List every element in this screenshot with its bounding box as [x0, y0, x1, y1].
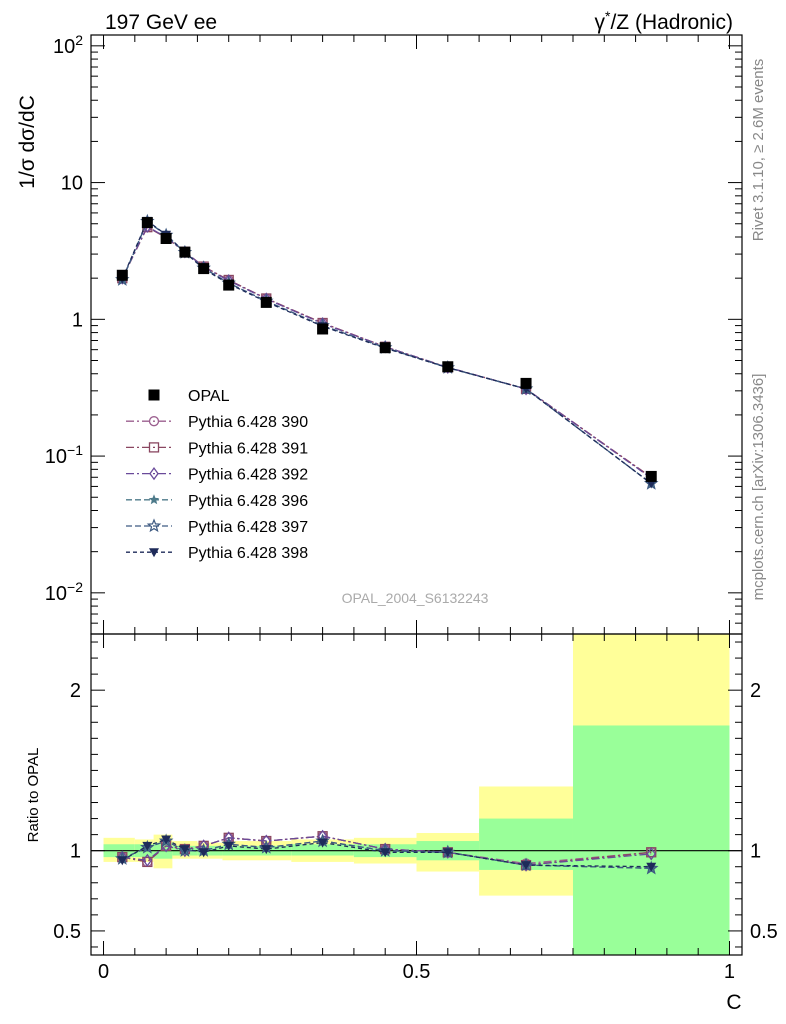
ratio-point-5-10 [521, 861, 532, 871]
main-series-opal [116, 217, 657, 482]
ratio-y-tick-label: 2 [70, 680, 81, 702]
main-y-tick-label: 10 [61, 173, 83, 195]
ratio-y-tick-label: 0.5 [53, 921, 81, 943]
legend-entry-6: Pythia 6.428 398 [126, 545, 308, 562]
ratio-point-5-6 [261, 845, 272, 855]
ratio-panel-series [115, 829, 659, 875]
ratio-uncertainty-bands [103, 634, 730, 955]
opal-point-0 [116, 269, 128, 281]
legend-label-0: OPAL [188, 388, 230, 405]
band-green-10 [572, 725, 730, 955]
rivet-version-label: Rivet 3.1.10, ≥ 2.6M events [750, 59, 767, 242]
ratio-y-tick-label-right: 1 [750, 841, 761, 863]
legend: OPAL Pythia 6.428 390 Pythia 6.428 391 Pyth… [126, 388, 308, 562]
legend-marker-3 [149, 466, 159, 481]
ratio-point-5-8 [380, 848, 391, 858]
ratio-point-5-0 [117, 856, 128, 866]
main-y-axis-label: 1/σ dσ/dC [16, 95, 39, 189]
main-series-line-5 [121, 219, 652, 485]
main-y-tick-label: 1 [72, 309, 83, 331]
mcplots-label: mcplots.cern.ch [arXiv:1306.3436] [750, 374, 767, 601]
ratio-point-5-2 [161, 835, 172, 845]
header-left-title: 197 GeV ee [105, 11, 217, 34]
opal-point-7 [317, 323, 329, 335]
legend-label-1: Pythia 6.428 390 [188, 414, 308, 431]
legend-marker-0 [148, 389, 160, 401]
legend-entry-1: Pythia 6.428 390 [126, 414, 308, 431]
header-right-title: γ*/Z (Hadronic) [595, 8, 733, 34]
legend-label-3: Pythia 6.428 392 [188, 467, 308, 484]
opal-point-9 [442, 361, 454, 373]
legend-entry-2: Pythia 6.428 391 [126, 440, 308, 457]
opal-point-6 [260, 296, 272, 308]
main-panel-series [115, 213, 659, 490]
legend-label-4: Pythia 6.428 396 [188, 493, 308, 510]
ratio-point-5-11 [646, 862, 657, 872]
ratio-series-line-4 [122, 840, 652, 869]
ratio-point-5-5 [223, 841, 234, 851]
x-tick-label: 0.5 [403, 961, 431, 983]
opal-point-5 [223, 279, 235, 291]
ratio-point-5-3 [179, 845, 190, 855]
opal-point-2 [160, 233, 172, 245]
legend-marker-4 [148, 494, 160, 505]
legend-label-2: Pythia 6.428 391 [188, 440, 308, 457]
main-frame [90, 34, 743, 635]
ratio-point-5-4 [198, 848, 209, 858]
ratio-y-tick-label: 1 [70, 841, 81, 863]
main-y-tick-label: 102 [53, 32, 83, 58]
ratio-series-5 [117, 835, 657, 872]
ratio-y-tick-label-right: 0.5 [750, 921, 778, 943]
x-axis-label: C [726, 991, 741, 1014]
analysis-id-label: OPAL_2004_S6132243 [342, 590, 489, 606]
ratio-y-tick-label-right: 2 [750, 680, 761, 702]
band-green-6 [291, 844, 354, 856]
ratio-point-5-9 [442, 848, 453, 858]
legend-marker-2 [148, 442, 160, 453]
legend-marker-5 [146, 518, 162, 533]
ratio-series-line-5 [121, 838, 652, 868]
legend-entry-0: OPAL [148, 388, 230, 405]
x-tick-label: 0 [98, 961, 109, 983]
legend-label-6: Pythia 6.428 398 [188, 545, 308, 562]
legend-marker-1 [148, 416, 160, 427]
opal-point-10 [520, 377, 532, 389]
opal-point-1 [141, 217, 153, 229]
x-tick-label: 1 [724, 961, 735, 983]
opal-point-11 [645, 470, 657, 482]
ratio-y-axis-label: Ratio to OPAL [25, 748, 42, 843]
legend-entry-5: Pythia 6.428 397 [126, 518, 308, 536]
opal-point-8 [379, 342, 391, 354]
ratio-point-2-1 [142, 853, 153, 867]
opal-point-3 [179, 246, 191, 258]
main-y-tick-label: 10−1 [45, 442, 83, 468]
legend-marker-6 [149, 548, 159, 558]
opal-point-4 [198, 263, 210, 275]
main-panel-axes: 10−2 10−1 1 10 102 [45, 32, 743, 635]
ratio-point-5-1 [142, 841, 153, 851]
ratio-point-5-7 [317, 838, 328, 848]
legend-entry-3: Pythia 6.428 392 [126, 467, 308, 484]
ratio-point-2-11 [646, 847, 657, 861]
legend-entry-4: Pythia 6.428 396 [126, 493, 308, 510]
main-y-tick-label: 10−2 [45, 579, 83, 605]
legend-label-5: Pythia 6.428 397 [188, 519, 308, 536]
